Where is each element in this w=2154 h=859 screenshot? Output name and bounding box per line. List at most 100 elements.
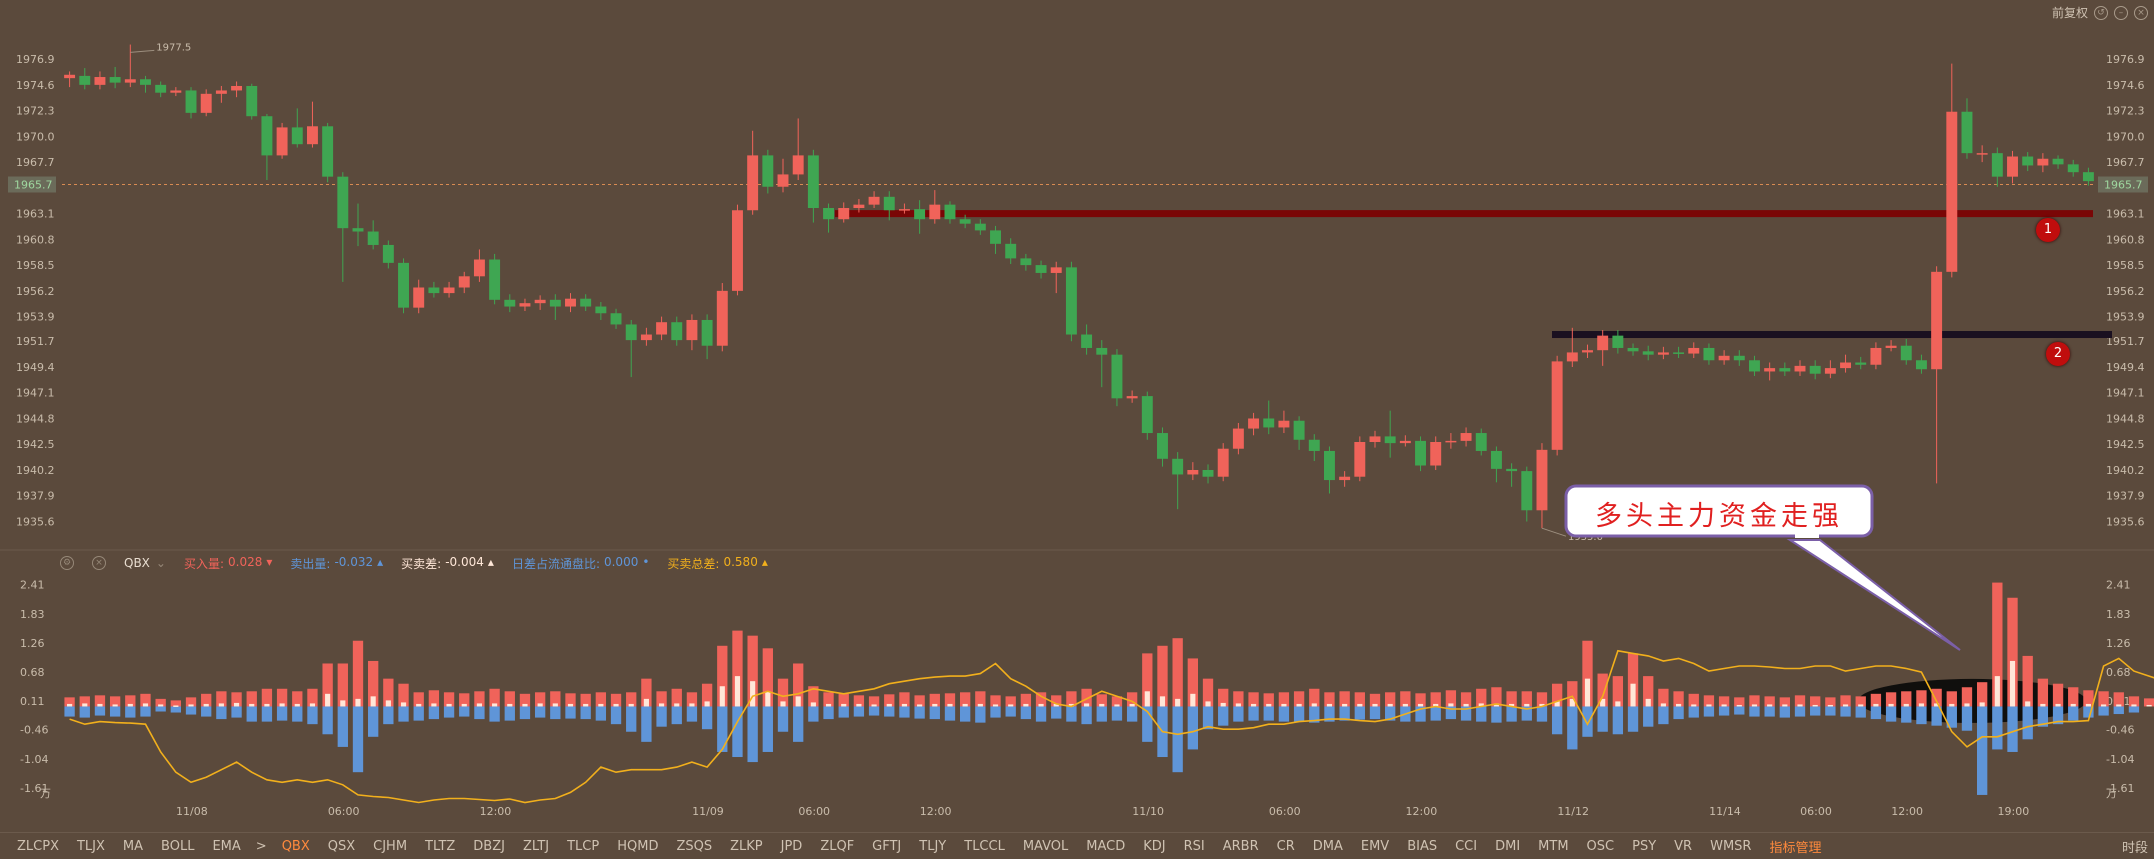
tab-qsx[interactable]: QSX [327,838,356,854]
qbx-buy-bar [732,630,743,707]
qbx-buy-bar [2143,698,2154,707]
tab-mavol[interactable]: MAVOL [1022,838,1069,854]
tab-macd[interactable]: MACD [1086,838,1126,854]
candle-body [549,299,561,307]
qbx-sell-bar [1187,706,1199,750]
qbx-diff-bar [1934,703,1940,707]
tab-zsqs[interactable]: ZSQS [676,838,713,854]
tab-psy[interactable]: PSY [1632,838,1657,854]
candle-body [1900,345,1912,361]
candle-body [1111,354,1123,399]
candle-body [974,223,986,231]
tab-zlkp[interactable]: ZLKP [730,838,763,854]
qbx-y-tick-right: 0.68 [2106,666,2131,679]
tab-osc[interactable]: OSC [1586,838,1615,854]
qbx-diff-bar [1068,703,1074,707]
tab-指标管理[interactable]: 指标管理 [1769,840,1822,856]
qbx-sell-bar [1005,706,1016,717]
tab-zltj[interactable]: ZLTJ [522,838,550,854]
qbx-diff-bar [522,703,528,707]
tab-qbx[interactable]: QBX [281,838,310,854]
tab-dbzj[interactable]: DBZJ [473,838,505,854]
qbx-buy-bar [519,693,531,707]
tab-jpd[interactable]: JPD [780,838,803,854]
min-price-label: 1935.0 [1568,532,1603,543]
qbx-diff-bar [264,703,270,707]
tab-kdj[interactable]: KDJ [1143,838,1166,854]
indicator-name[interactable]: QBX [124,556,150,570]
qbx-sell-bar [1066,706,1077,722]
tab-tlccl[interactable]: TLCCL [964,838,1005,854]
tab-dma[interactable]: DMA [1312,838,1343,854]
x-axis-label: 11/14 [1709,805,1741,818]
qbx-sell-bar [944,706,956,721]
tab-zlqf[interactable]: ZLQF [820,838,855,854]
qbx-buy-bar [671,688,682,707]
x-axis-label: 12:00 [1891,805,1923,818]
candle-body [580,298,592,307]
candle-body [306,126,318,145]
candle-body [1673,352,1685,354]
qbx-sell-bar [823,706,834,720]
qbx-buy-bar [1992,582,2003,707]
tab-dmi[interactable]: DMI [1495,838,1521,854]
candle-body [1415,440,1426,466]
qbx-sell-bar [1734,706,1745,715]
qbx-diff-bar [1099,703,1105,707]
qbx-diff-bar [173,705,179,707]
candle-body [215,90,227,94]
close-icon[interactable]: × [92,556,106,570]
qbx-buy-bar [1263,693,1274,707]
tab-emv[interactable]: EMV [1360,838,1390,854]
qbx-buy-bar [443,692,455,707]
qbx-sell-bar [185,706,197,715]
tab-rsi[interactable]: RSI [1183,838,1205,854]
minimize-icon[interactable]: – [2114,5,2128,20]
tab-tljx[interactable]: TLJX [76,838,105,854]
tab-tlcp[interactable]: TLCP [567,838,600,854]
qbx-diff-bar [1190,693,1196,707]
close-icon[interactable]: × [2134,5,2148,20]
qbx-diff-bar [810,702,816,707]
max-label-leader [130,49,155,53]
callout-bubble [1564,484,1874,538]
qbx-buy-bar [747,635,758,707]
qbx-sell-bar [2068,706,2079,721]
tab-cjhm[interactable]: CJHM [373,838,408,854]
tab-ma[interactable]: MA [122,838,144,854]
gear-icon[interactable]: ⚙ [60,556,74,570]
qbx-buy-bar [1293,691,1305,707]
adjust-mode-label[interactable]: 前复权 [2051,6,2088,20]
tab-arbr[interactable]: ARBR [1222,838,1259,854]
tab-ema[interactable]: EMA [212,838,241,854]
tab-mtm[interactable]: MTM [1538,838,1569,854]
y-tick-left: 1956.2 [16,285,55,298]
tab-hqmd[interactable]: HQMD [617,838,659,854]
qbx-buy-bar [1764,696,1775,707]
qbx-sell-bar [1035,706,1047,722]
candle-body [1749,360,1760,372]
tab-cci[interactable]: CCI [1455,838,1478,854]
candle-body [1369,436,1381,442]
tab-zlcpx[interactable]: ZLCPX [17,838,59,854]
tab-wmsr[interactable]: WMSR [1710,838,1752,854]
tab-gftj[interactable]: GFTJ [872,838,902,854]
tab-vr[interactable]: VR [1674,838,1693,854]
tab-scroll-arrow[interactable]: > [255,838,267,854]
tab-tltz[interactable]: TLTZ [425,838,456,854]
y-tick-right: 1970.0 [2106,130,2145,143]
legend-total-value: 0.580 [723,554,758,569]
undo-icon[interactable]: ↺ [2094,5,2108,20]
qbx-sell-bar [1506,706,1517,722]
chevron-down-icon[interactable]: ⌄ [155,556,166,570]
tab-cr[interactable]: CR [1276,838,1295,854]
qbx-buy-bar [1233,691,1244,707]
qbx-diff-bar [1782,704,1788,707]
tab-bias[interactable]: BIAS [1407,838,1438,854]
period-label[interactable]: 时段 [2121,840,2148,856]
qbx-sell-bar [1051,706,1062,719]
qbx-sell-bar [94,706,106,716]
tab-tljy[interactable]: TLJY [919,838,947,854]
tab-boll[interactable]: BOLL [161,838,195,854]
